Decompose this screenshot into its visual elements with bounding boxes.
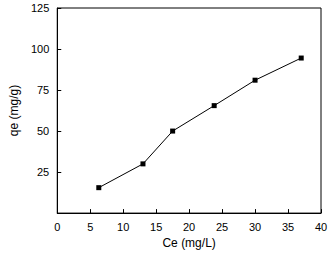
svg-text:75: 75 (37, 84, 49, 96)
svg-text:35: 35 (282, 221, 294, 233)
svg-text:100: 100 (31, 43, 49, 55)
svg-text:15: 15 (150, 221, 162, 233)
svg-text:125: 125 (31, 2, 49, 14)
svg-text:25: 25 (216, 221, 228, 233)
svg-text:qe (mg/g): qe (mg/g) (7, 85, 21, 136)
svg-text:30: 30 (249, 221, 261, 233)
svg-text:25: 25 (37, 166, 49, 178)
svg-text:40: 40 (315, 221, 327, 233)
svg-text:5: 5 (87, 221, 93, 233)
svg-text:10: 10 (117, 221, 129, 233)
svg-text:Ce (mg/L): Ce (mg/L) (162, 236, 215, 250)
svg-text:20: 20 (183, 221, 195, 233)
svg-text:50: 50 (37, 125, 49, 137)
svg-text:0: 0 (54, 221, 60, 233)
